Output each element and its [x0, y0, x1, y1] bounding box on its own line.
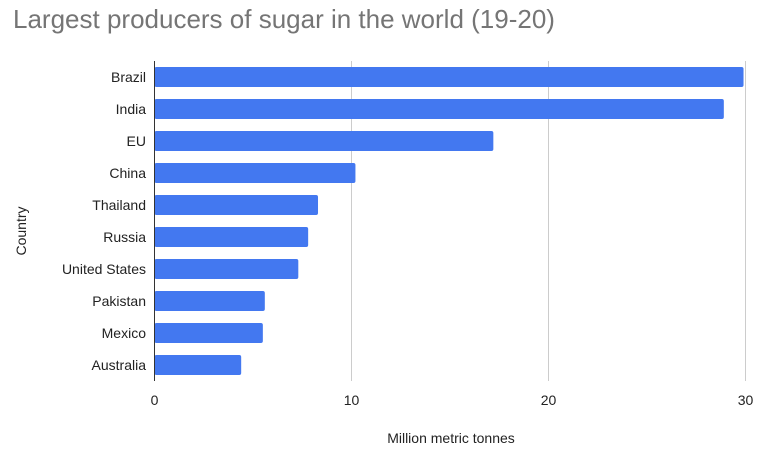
bar-brazil: [154, 67, 744, 87]
bar-russia: [154, 227, 309, 247]
bar-china: [154, 163, 356, 183]
x-tick-label: 20: [541, 392, 557, 408]
bar-united-states: [154, 259, 299, 279]
bars: [154, 67, 744, 375]
category-label: EU: [127, 133, 146, 149]
x-tick-label: 10: [344, 392, 360, 408]
bar-eu: [154, 131, 494, 151]
category-label: China: [109, 165, 146, 181]
category-label: Russia: [103, 229, 146, 245]
category-labels: Brazil India EU China Thailand Russia United S…: [62, 69, 146, 373]
bar-australia: [154, 355, 242, 375]
bar-pakistan: [154, 291, 265, 311]
bar-thailand: [154, 195, 319, 215]
category-label: Brazil: [111, 69, 146, 85]
x-tick-label: 30: [738, 392, 754, 408]
x-tick-label: 0: [151, 392, 159, 408]
category-label: United States: [62, 261, 146, 277]
category-label: India: [116, 101, 147, 117]
category-label: Mexico: [102, 325, 147, 341]
x-axis-label: Million metric tonnes: [387, 430, 515, 446]
bar-mexico: [154, 323, 263, 343]
y-axis-label: Country: [13, 206, 29, 255]
x-tick-labels: 0 10 20 30: [151, 392, 754, 408]
bar-india: [154, 99, 724, 119]
category-label: Thailand: [92, 197, 146, 213]
category-label: Pakistan: [92, 293, 146, 309]
category-label: Australia: [92, 357, 147, 373]
chart-title: Largest producers of sugar in the world …: [13, 4, 555, 34]
